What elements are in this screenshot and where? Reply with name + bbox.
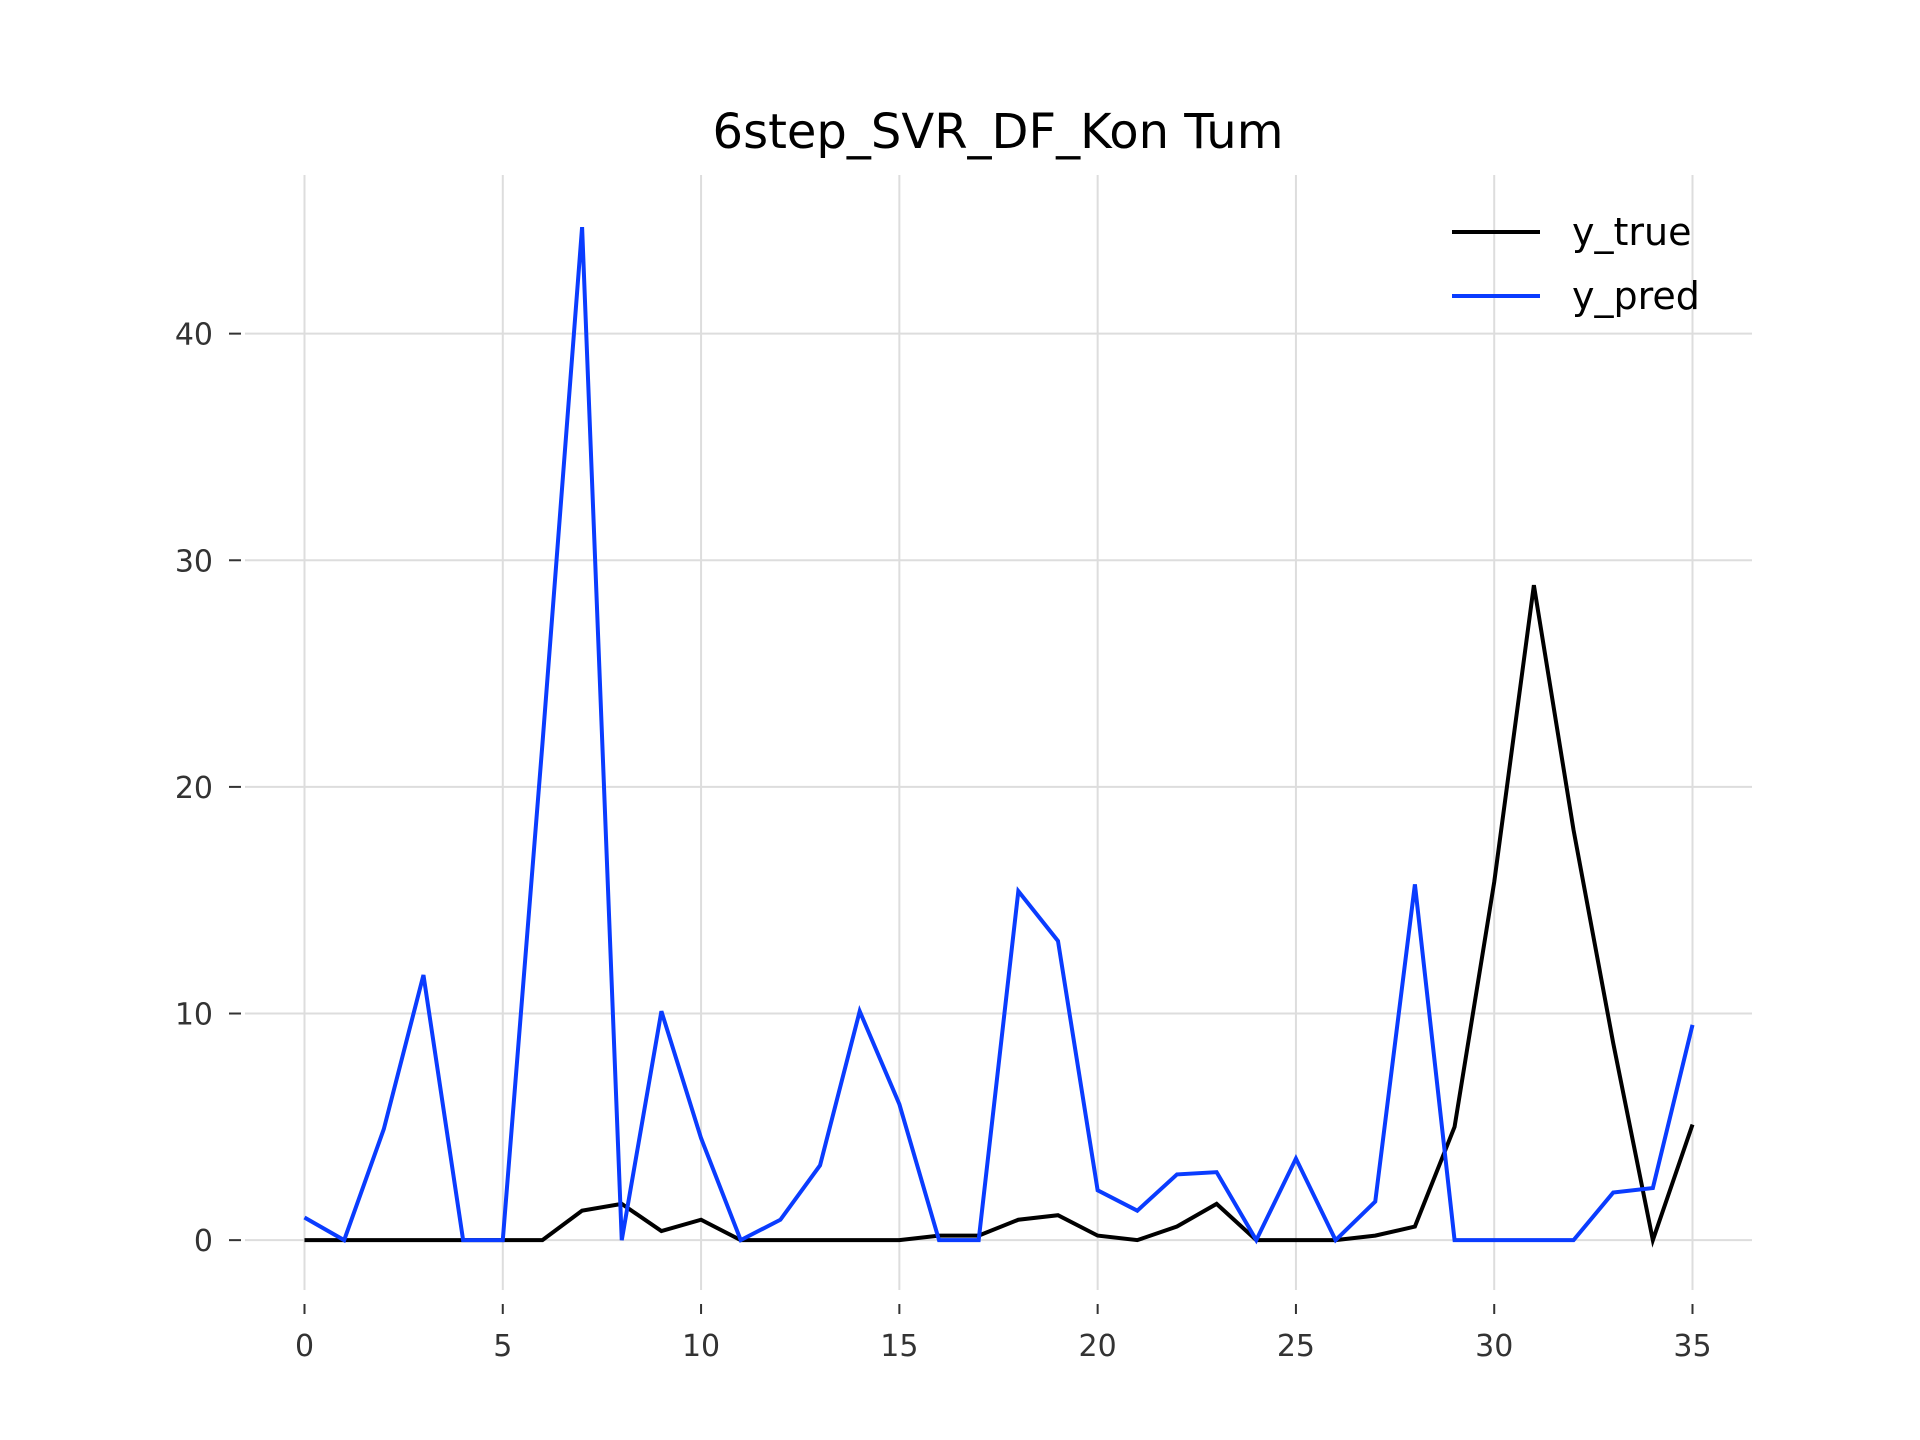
- legend-label: y_pred: [1572, 274, 1700, 318]
- x-tick-label: 35: [1673, 1329, 1711, 1364]
- x-grid: [303, 175, 1694, 1290]
- series-line: [303, 226, 1695, 1245]
- y-tick-label: 10: [175, 998, 213, 1033]
- y-tick-label: 30: [175, 544, 213, 579]
- legend-item: y_pred: [1452, 274, 1700, 318]
- series-line: [304, 584, 1695, 1248]
- y-tick-label: 20: [175, 771, 213, 806]
- x-tick-label: 20: [1079, 1329, 1117, 1364]
- y-tick-label: 0: [194, 1224, 213, 1259]
- legend-label: y_true: [1572, 210, 1691, 254]
- y-grid: [245, 332, 1752, 1242]
- x-tick-label: 5: [493, 1329, 512, 1364]
- chart-title: 6step_SVR_DF_Kon Tum: [713, 104, 1284, 160]
- x-tick-label: 15: [880, 1329, 918, 1364]
- x-tick-label: 10: [682, 1329, 720, 1364]
- plot-area: [303, 226, 1695, 1248]
- x-tick-label: 0: [295, 1329, 314, 1364]
- x-tick-label: 30: [1475, 1329, 1513, 1364]
- x-tick-label: 25: [1277, 1329, 1315, 1364]
- legend-item: y_true: [1452, 210, 1691, 254]
- y-axis: 0 10 20 30 40: [175, 318, 241, 1259]
- series-y-true: [304, 584, 1695, 1248]
- x-axis: 0 5 10 15 20 25 30 35: [295, 1304, 1712, 1364]
- series-y-pred: [303, 226, 1695, 1245]
- legend: y_true y_pred: [1452, 210, 1700, 318]
- y-tick-label: 40: [175, 318, 213, 353]
